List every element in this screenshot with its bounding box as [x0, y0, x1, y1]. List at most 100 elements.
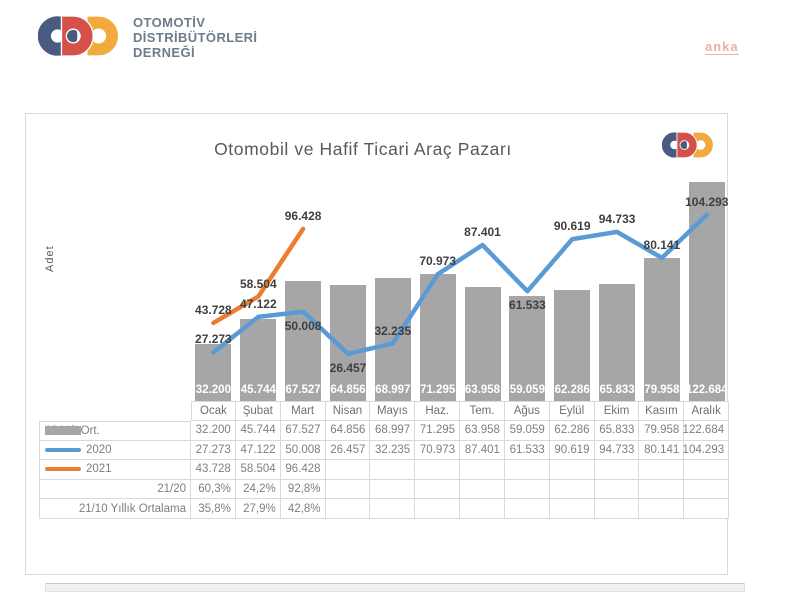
table-value-cell: 70.973 — [415, 440, 461, 461]
table-value-cell — [460, 460, 505, 480]
line-value-label: 50.008 — [284, 318, 322, 333]
month-header-cell: Eylül — [549, 401, 595, 421]
row-label-cell: 21/10 Yıllık Ortalama — [39, 499, 191, 519]
bar-value-label: 59.059 — [509, 384, 545, 396]
table-value-cell — [684, 499, 730, 519]
table-value-cell: 32.200 — [191, 421, 236, 441]
table-value-cell — [370, 499, 416, 519]
month-header-cell: Kasım — [639, 401, 685, 421]
table-value-cell: 61.533 — [504, 440, 550, 461]
table-value-cell — [549, 499, 595, 519]
line-value-label: 70.973 — [419, 254, 457, 269]
data-table: Ocak Şubat Mart Nisan Mayıs Haz. Tem. Ağus Eylül… — [39, 401, 730, 519]
line-value-label: 43.728 — [195, 302, 232, 317]
table-value-cell — [639, 460, 685, 480]
month-header-cell: Mayıs — [370, 401, 416, 421]
line-value-label: 87.401 — [464, 225, 501, 239]
legend-swatch-line-2021 — [45, 467, 81, 472]
bar-value-label: 63.958 — [464, 384, 501, 396]
bar-value-label: 67.527 — [285, 384, 321, 396]
bar-value-label: 71.295 — [420, 384, 456, 396]
table-value-cell: 45.744 — [235, 421, 281, 441]
bar-value-label: 79.958 — [644, 384, 680, 396]
table-value-cell — [415, 499, 461, 519]
table-value-cell — [594, 499, 640, 519]
chart-panel: Otomobil ve Hafif Ticari Araç Pazarı Ade… — [25, 113, 730, 575]
line-value-label: 96.428 — [284, 208, 322, 223]
horizontal-scrollbar[interactable] — [45, 583, 745, 592]
legend-swatch-bar — [45, 426, 81, 436]
row-label-cell: 2021 — [39, 460, 191, 480]
month-header-cell: Aralık — [684, 401, 730, 421]
line-value-label: 94.733 — [598, 211, 636, 226]
plot-area: 32.200 45.744 67.527 64.856 68.997 71.295 63.9… — [26, 114, 729, 572]
table-value-cell: 80.141 — [639, 440, 685, 461]
table-corner-cell — [39, 401, 191, 421]
table-value-cell: 71.295 — [415, 421, 461, 441]
table-value-cell — [370, 479, 416, 500]
table-value-cell — [370, 460, 416, 480]
table-value-cell — [549, 460, 595, 480]
table-value-cell: 62.286 — [549, 421, 595, 441]
bar-value-label: 65.833 — [599, 384, 635, 396]
month-header-cell: Tem. — [460, 401, 505, 421]
logo-text-line2: DİSTRİBÜTÖRLERİ — [133, 30, 258, 45]
row-label-cell: 2020 — [39, 440, 191, 461]
bar — [643, 258, 680, 401]
month-header-cell: Haz. — [415, 401, 461, 421]
table-value-cell — [594, 479, 640, 500]
line-value-label: 58.504 — [239, 276, 277, 291]
bar — [688, 182, 725, 401]
table-value-cell — [684, 460, 730, 480]
legend-swatch-line-2020 — [45, 447, 81, 452]
month-header-cell: Ekim — [594, 401, 640, 421]
row-label: 21/20 — [157, 483, 186, 496]
table-value-cell: 42,8% — [280, 499, 326, 519]
table-value-cell — [549, 479, 595, 500]
table-value-cell: 87.401 — [460, 440, 505, 461]
table-value-cell: 43.728 — [191, 460, 236, 480]
table-value-cell — [415, 479, 461, 500]
table-value-cell — [460, 479, 505, 500]
anka-watermark: anka — [705, 39, 739, 55]
table-value-cell: 104.293 — [683, 440, 730, 461]
table-value-cell: 32.235 — [370, 440, 416, 461]
table-value-cell — [325, 460, 371, 480]
table-value-cell: 50.008 — [280, 440, 326, 461]
table-value-cell: 59.059 — [504, 421, 550, 441]
bar — [419, 273, 456, 401]
table-value-cell — [639, 479, 685, 500]
table-value-cell: 68.997 — [370, 421, 416, 441]
table-value-cell — [325, 479, 371, 500]
bar-value-label: 68.997 — [375, 384, 411, 396]
bar-value-label: 64.856 — [330, 384, 366, 396]
line-value-label: 61.533 — [509, 298, 546, 313]
table-value-cell — [325, 499, 371, 519]
table-value-cell: 122.684 — [683, 421, 730, 441]
table-value-cell: 35,8% — [191, 499, 236, 519]
table-value-cell: 27.273 — [191, 440, 236, 461]
odd-logo-small-icon — [662, 131, 714, 159]
bar — [374, 277, 411, 401]
table-value-cell: 90.619 — [549, 440, 595, 461]
bar — [285, 280, 322, 401]
table-value-cell: 26.457 — [325, 440, 371, 461]
table-value-cell — [639, 499, 685, 519]
line-value-label: 26.457 — [329, 360, 367, 375]
line-value-label: 27.273 — [195, 332, 232, 347]
table-value-cell — [684, 479, 730, 500]
logo-text: OTOMOTİV DİSTRİBÜTÖRLERİ DERNEĞİ — [133, 15, 257, 60]
row-label: 2021 — [86, 463, 112, 476]
table-value-cell: 24,2% — [235, 479, 281, 500]
table-value-cell — [594, 460, 640, 480]
bar-value-label: 45.744 — [240, 384, 276, 396]
table-value-cell: 27,9% — [235, 499, 281, 519]
table-value-cell: 67.527 — [280, 421, 326, 441]
table-value-cell — [504, 499, 550, 519]
table-value-cell: 63.958 — [460, 421, 505, 441]
bar-value-label: 122.684 — [686, 384, 728, 396]
table-value-cell: 58.504 — [235, 460, 281, 480]
table-value-cell: 79.958 — [639, 421, 685, 441]
logo-text-line1: OTOMOTİV — [133, 15, 206, 30]
